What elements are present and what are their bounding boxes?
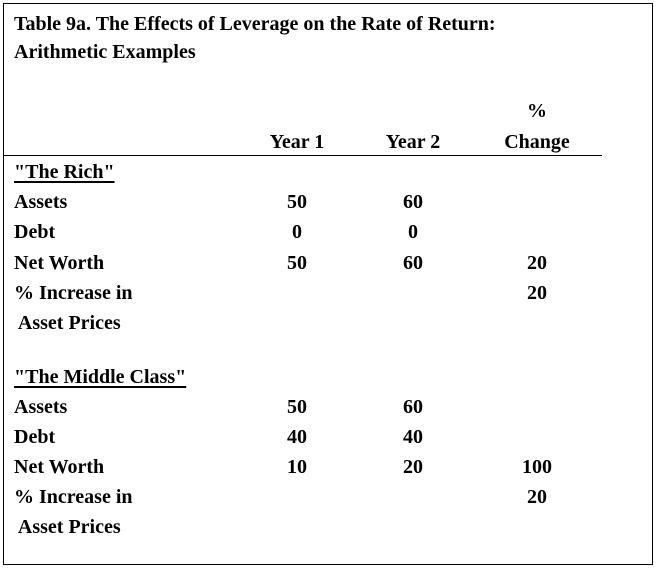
table-title: Table 9a. The Effects of Leverage on the… [14, 10, 496, 66]
cell-year-2: 60 [403, 396, 423, 418]
cell-year-1: 10 [287, 456, 307, 478]
section-heading-rich: "The Rich" [14, 161, 115, 183]
row-label: % Increase in [14, 486, 133, 508]
cell-year-2: 60 [403, 252, 423, 274]
cell-year-1: 0 [292, 221, 302, 243]
row-label: Assets [14, 191, 68, 213]
row-label: Assets [14, 396, 68, 418]
cell-year-2: 40 [403, 426, 423, 448]
row-label: Net Worth [14, 252, 105, 274]
cell-year-1: 50 [287, 252, 307, 274]
row-label: Asset Prices [14, 516, 121, 538]
cell-year-2: 60 [403, 191, 423, 213]
header-divider [4, 155, 602, 156]
column-header-change-symbol: % [527, 100, 547, 122]
cell-change: 20 [527, 486, 547, 508]
cell-year-1: 50 [287, 396, 307, 418]
cell-change: 100 [522, 456, 552, 478]
cell-change: 20 [527, 252, 547, 274]
cell-year-2: 20 [403, 456, 423, 478]
table-frame [3, 3, 653, 565]
section-heading-middle-class: "The Middle Class" [14, 366, 187, 388]
cell-year-2: 0 [408, 221, 418, 243]
row-label: Debt [14, 426, 56, 448]
cell-year-1: 40 [287, 426, 307, 448]
row-label: Asset Prices [14, 312, 121, 334]
column-header-year-1: Year 1 [269, 131, 325, 153]
table-title-line-2: Arithmetic Examples [14, 41, 196, 63]
row-label: Debt [14, 221, 56, 243]
cell-change: 20 [527, 282, 547, 304]
cell-year-1: 50 [287, 191, 307, 213]
table-title-line-1: Table 9a. The Effects of Leverage on the… [14, 13, 496, 35]
column-header-year-2: Year 2 [385, 131, 441, 153]
row-label: % Increase in [14, 282, 133, 304]
row-label: Net Worth [14, 456, 105, 478]
column-header-change: Change [504, 131, 570, 153]
